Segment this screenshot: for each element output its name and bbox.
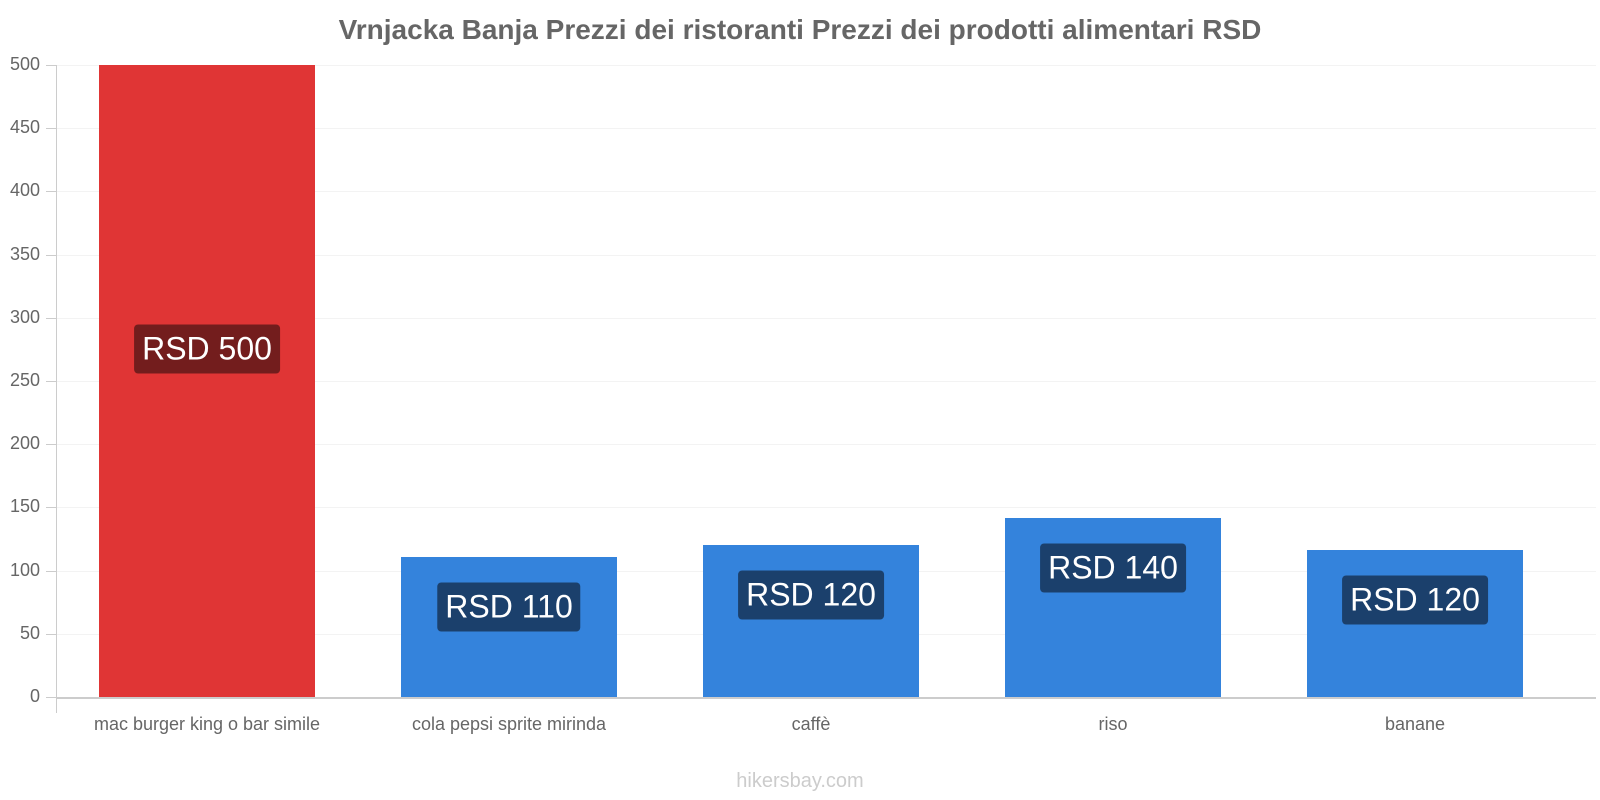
y-tick-mark: [46, 570, 56, 572]
y-tick-label: 500: [9, 54, 40, 74]
y-tick-label: 450: [9, 117, 40, 138]
data-label: RSD 120: [1342, 575, 1488, 625]
y-tick-label: 250: [9, 370, 40, 390]
x-tick-label: riso: [1098, 714, 1128, 734]
y-tick-mark: [46, 697, 56, 698]
y-tick-label: 0: [29, 686, 40, 706]
y-tick-label: 200: [9, 433, 40, 454]
gridline: [56, 254, 1596, 256]
data-label: RSD 110: [437, 582, 581, 632]
y-tick-label: 350: [9, 243, 40, 264]
gridline: [56, 317, 1596, 319]
bar[interactable]: RSD 140: [1005, 517, 1221, 697]
y-tick-mark: [46, 633, 56, 635]
gridline: [56, 128, 1596, 130]
plot-area: RSD 500 RSD 110 RSD 120 RSD 140 RSD 120: [56, 65, 1596, 698]
gridline: [56, 191, 1596, 193]
x-axis-line: [56, 697, 1596, 699]
x-tick-label: banane: [1384, 714, 1446, 734]
y-tick-mark: [46, 317, 56, 319]
gridline: [56, 381, 1596, 382]
y-tick-mark: [46, 507, 56, 509]
gridline: [56, 444, 1596, 446]
gridline: [56, 65, 1596, 66]
y-tick-mark: [46, 128, 56, 130]
x-tick-label: caffè: [791, 714, 831, 734]
x-tick-label: cola pepsi sprite mirinda: [411, 714, 607, 734]
y-tick-mark: [46, 381, 56, 382]
bar[interactable]: RSD 120: [1307, 550, 1523, 697]
chart-title: Vrnjacka Banja Prezzi dei ristoranti Pre…: [338, 14, 1262, 45]
watermark: hikersbay.com: [736, 770, 864, 792]
x-tick-label: mac burger king o bar simile: [93, 714, 321, 734]
y-tick-label: 150: [9, 496, 40, 517]
data-label: RSD 500: [134, 324, 280, 374]
y-tick-label: 400: [9, 180, 40, 201]
bar[interactable]: RSD 110: [401, 556, 617, 697]
y-axis-line: [56, 65, 57, 713]
bar[interactable]: RSD 500: [99, 65, 315, 697]
bar[interactable]: RSD 120: [703, 545, 919, 697]
data-label: RSD 120: [738, 570, 884, 620]
data-label: RSD 140: [1040, 543, 1186, 593]
y-tick-mark: [46, 191, 56, 193]
y-tick-mark: [46, 444, 56, 446]
y-tick-label: 50: [19, 622, 40, 643]
y-tick-label: 300: [9, 306, 40, 327]
y-tick-mark: [46, 65, 56, 66]
y-tick-label: 100: [9, 559, 40, 580]
y-tick-mark: [46, 254, 56, 256]
gridline: [56, 507, 1596, 509]
